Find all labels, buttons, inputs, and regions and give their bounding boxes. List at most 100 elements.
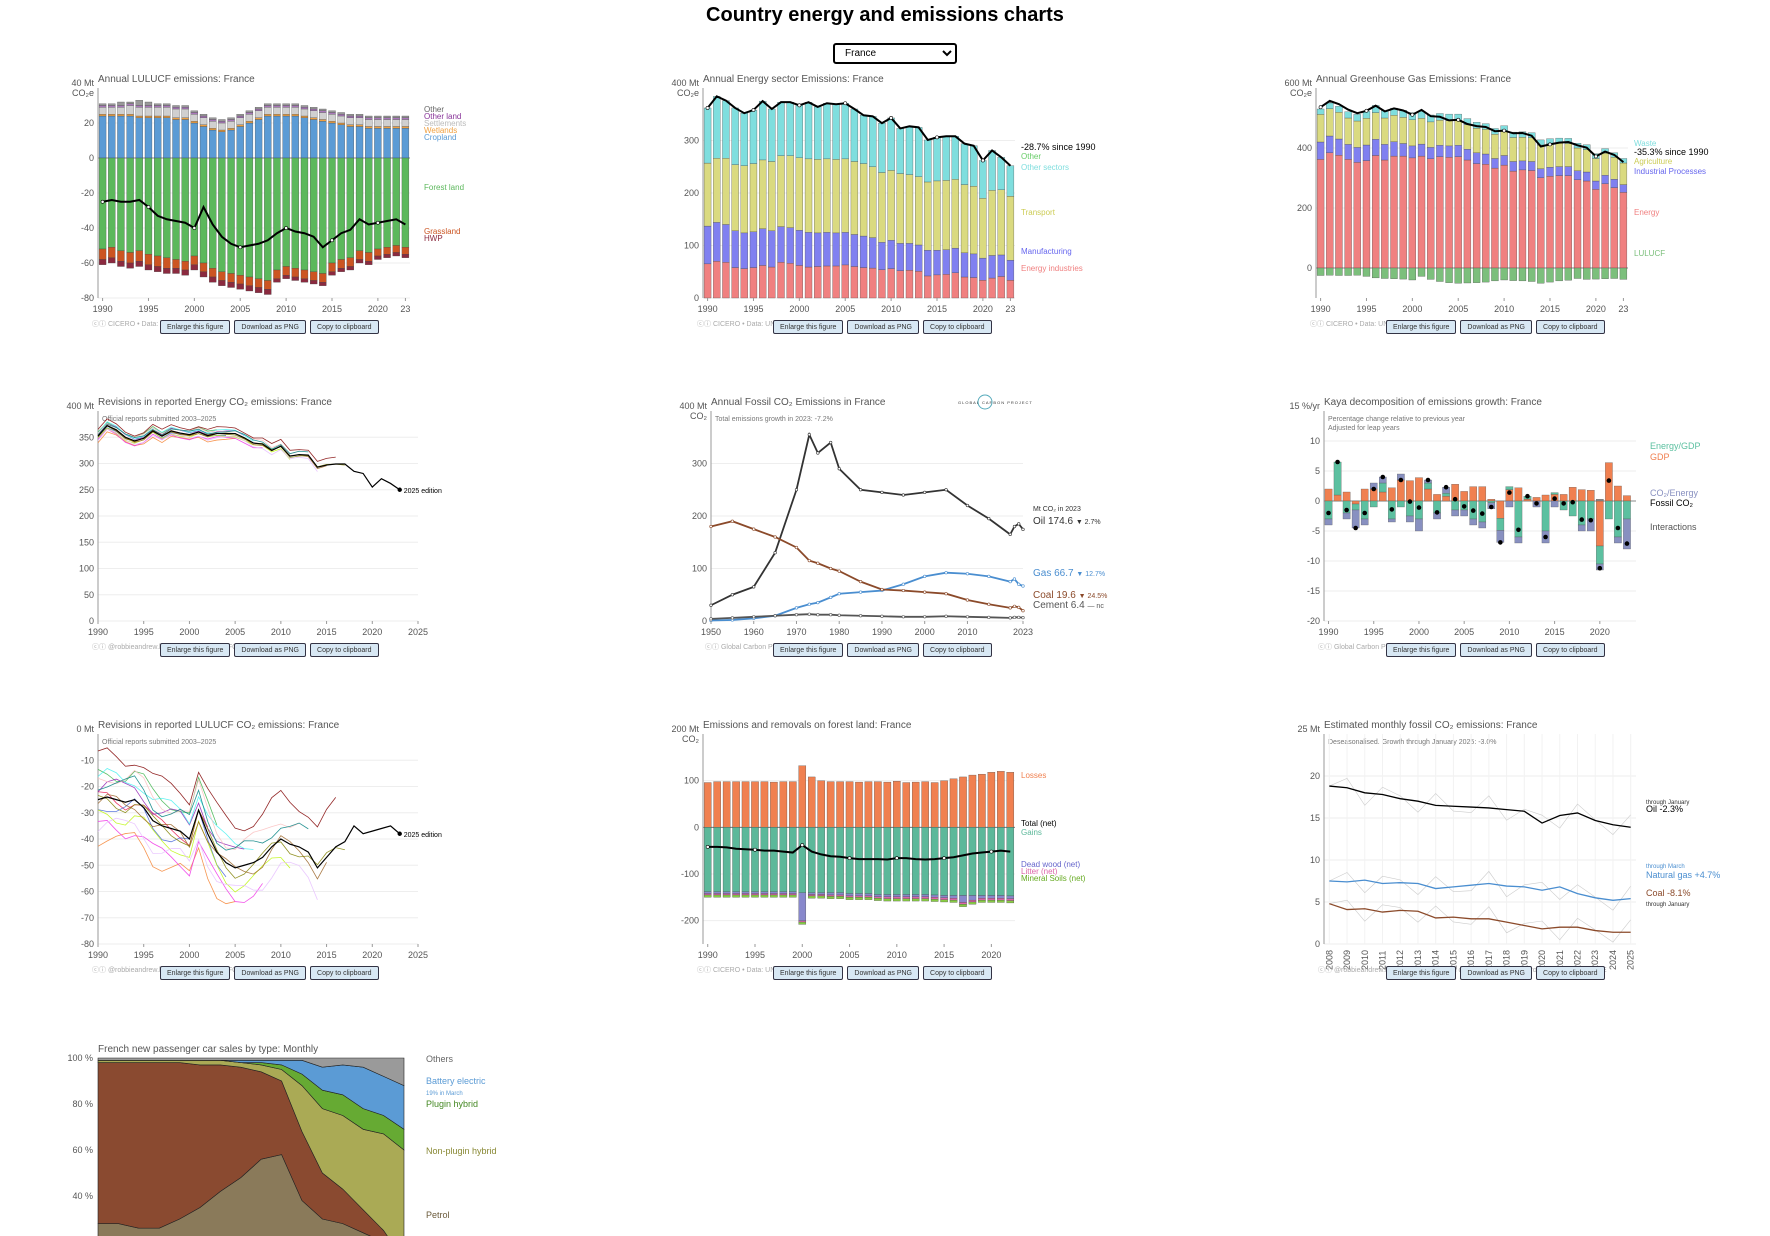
net-point <box>1593 154 1598 159</box>
download-png-button[interactable]: Download as PNG <box>1460 320 1533 334</box>
bar-settlements <box>355 117 364 125</box>
bar-dead-wood-net- <box>741 891 750 894</box>
kaya-bar <box>1388 518 1396 523</box>
bar-litter-net- <box>770 893 778 896</box>
kaya-bar <box>1614 500 1622 538</box>
bar-litter-net- <box>817 894 825 897</box>
bar-manufacturing <box>749 231 758 268</box>
copy-clipboard-button[interactable]: Copy to clipboard <box>923 966 992 980</box>
enlarge-figure-button[interactable]: Enlarge this figure <box>773 320 844 334</box>
download-png-button[interactable]: Download as PNG <box>847 643 920 657</box>
y-axis-unit: 40 Mt <box>71 78 94 88</box>
y-tick-label: -70 <box>81 913 94 923</box>
fossil-co2-point <box>1443 484 1449 490</box>
series-point <box>1008 580 1012 584</box>
x-tick-label: 23 <box>1005 304 1015 314</box>
bar-energy <box>1326 152 1334 269</box>
bar-cropland <box>98 115 107 159</box>
x-tick-label: 2020 <box>981 950 1001 960</box>
kaya-bar <box>1433 494 1441 502</box>
series-point <box>807 433 811 437</box>
edition-line <box>97 793 327 880</box>
country-select[interactable]: France <box>833 43 957 64</box>
bar-agriculture <box>1573 147 1582 171</box>
y-axis-unit: 400 Mt <box>66 401 94 411</box>
enlarge-figure-button[interactable]: Enlarge this figure <box>773 643 844 657</box>
enlarge-figure-button[interactable]: Enlarge this figure <box>160 966 231 980</box>
bar-waste <box>1316 108 1325 115</box>
bar-wetlands <box>273 114 281 117</box>
y-tick-label: -80 <box>81 939 94 949</box>
bar-losses <box>959 776 967 828</box>
bar-other <box>117 101 125 106</box>
x-tick-label: 1990 <box>1311 304 1331 314</box>
bar-lulucf <box>1454 267 1462 284</box>
bar-other-land <box>374 117 382 120</box>
legend-lulucf: LULUCF <box>1634 249 1665 258</box>
bar-energy-industries <box>896 270 904 299</box>
bar-other-land <box>218 121 226 124</box>
y-tick-label: 60 % <box>72 1145 93 1155</box>
bar-transport <box>905 174 914 244</box>
bar-lulucf <box>1564 267 1572 281</box>
copy-clipboard-button[interactable]: Copy to clipboard <box>1536 643 1605 657</box>
bar-dead-wood-net- <box>864 893 873 897</box>
x-tick-label: 1990 <box>93 304 113 314</box>
net-point <box>800 843 805 847</box>
copy-clipboard-button[interactable]: Copy to clipboard <box>310 643 379 657</box>
legend-interactions: Interactions <box>1650 522 1697 532</box>
bar-litter-net- <box>760 893 769 896</box>
bar-cropland <box>218 131 226 159</box>
bar-other-sectors <box>740 113 748 166</box>
bar-energy <box>1573 179 1582 269</box>
copy-clipboard-button[interactable]: Copy to clipboard <box>310 320 379 334</box>
enlarge-figure-button[interactable]: Enlarge this figure <box>160 643 231 657</box>
download-png-button[interactable]: Download as PNG <box>234 966 307 980</box>
bar-hwp <box>346 266 354 271</box>
bar-losses <box>722 781 731 828</box>
figure-button-row: Enlarge this figure Download as PNG Copy t… <box>773 320 992 334</box>
chart-panel-monthly: Estimated monthly fossil CO₂ emissions: … <box>1296 716 1720 986</box>
bar-energy-industries <box>731 267 739 299</box>
bar-mineral-soils-net- <box>921 898 929 902</box>
enlarge-figure-button[interactable]: Enlarge this figure <box>1386 966 1457 980</box>
bar-wetlands <box>218 129 226 132</box>
y-axis-unit: 400 Mt <box>679 401 707 411</box>
x-tick-label: 2025 <box>408 627 428 637</box>
download-png-button[interactable]: Download as PNG <box>1460 966 1533 980</box>
copy-clipboard-button[interactable]: Copy to clipboard <box>310 966 379 980</box>
bar-energy <box>1537 177 1545 269</box>
enlarge-figure-button[interactable]: Enlarge this figure <box>773 966 844 980</box>
copy-clipboard-button[interactable]: Copy to clipboard <box>1536 320 1605 334</box>
bar-hwp <box>163 268 171 274</box>
enlarge-figure-button[interactable]: Enlarge this figure <box>160 320 231 334</box>
y-axis-unit: CO₂e <box>1290 88 1312 98</box>
bar-settlements <box>383 119 391 127</box>
download-png-button[interactable]: Download as PNG <box>847 966 920 980</box>
bar-other-sectors <box>960 143 969 185</box>
bar-lulucf <box>1344 267 1352 276</box>
download-png-button[interactable]: Download as PNG <box>234 320 307 334</box>
bar-dead-wood-net- <box>855 893 863 897</box>
bar-dead-wood-net- <box>760 891 769 894</box>
series-point <box>987 517 991 521</box>
copy-clipboard-button[interactable]: Copy to clipboard <box>923 643 992 657</box>
copy-clipboard-button[interactable]: Copy to clipboard <box>923 320 992 334</box>
y-tick-label: 40 % <box>72 1191 93 1201</box>
bar-losses <box>732 781 740 828</box>
x-tick-label: 1980 <box>829 627 849 637</box>
copy-clipboard-button[interactable]: Copy to clipboard <box>1536 966 1605 980</box>
chart-title: Revisions in reported LULUCF CO₂ emissio… <box>98 720 340 731</box>
download-png-button[interactable]: Download as PNG <box>1460 643 1533 657</box>
download-png-button[interactable]: Download as PNG <box>847 320 920 334</box>
bar-manufacturing <box>759 228 767 266</box>
bar-other <box>172 105 180 108</box>
bar-lulucf <box>1583 267 1591 280</box>
enlarge-figure-button[interactable]: Enlarge this figure <box>1386 643 1457 657</box>
bar-grassland <box>172 259 180 269</box>
series-point <box>944 614 948 618</box>
download-png-button[interactable]: Download as PNG <box>234 643 307 657</box>
bar-transport <box>768 161 776 231</box>
fossil-co2-point <box>1407 499 1413 504</box>
enlarge-figure-button[interactable]: Enlarge this figure <box>1386 320 1457 334</box>
